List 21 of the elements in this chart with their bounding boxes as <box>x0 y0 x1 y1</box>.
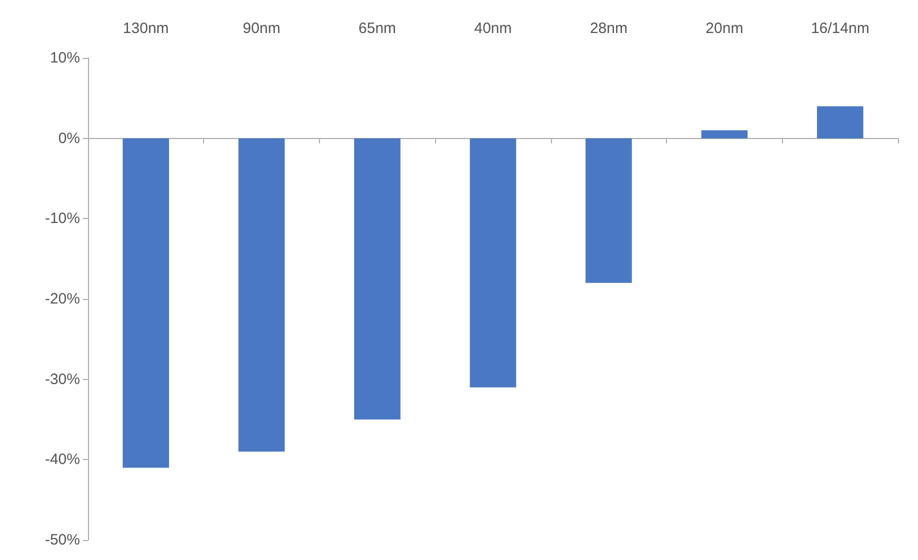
bar <box>470 138 516 388</box>
bar <box>122 138 169 468</box>
y-tick-label: -30% <box>44 370 80 388</box>
bar <box>354 138 400 420</box>
bar <box>701 130 748 138</box>
x-tick-label: 20nm <box>706 20 744 37</box>
x-tick-label: 40nm <box>474 20 512 37</box>
x-tick-label: 65nm <box>358 20 396 37</box>
y-tick-label: -20% <box>44 290 80 308</box>
x-tick-label: 130nm <box>122 20 169 37</box>
y-tick-label: 10% <box>50 50 80 66</box>
y-tick-label: -40% <box>44 451 80 468</box>
x-tick-label: 16/14nm <box>810 20 870 37</box>
bar <box>238 138 285 452</box>
x-tick-label: 28nm <box>590 20 628 37</box>
bar <box>817 106 864 138</box>
y-tick-label: -50% <box>44 532 80 548</box>
y-tick-label: 0% <box>58 130 80 147</box>
y-tick-label: -10% <box>44 210 80 228</box>
x-tick-label: 90nm <box>242 20 280 37</box>
bar <box>586 138 632 283</box>
